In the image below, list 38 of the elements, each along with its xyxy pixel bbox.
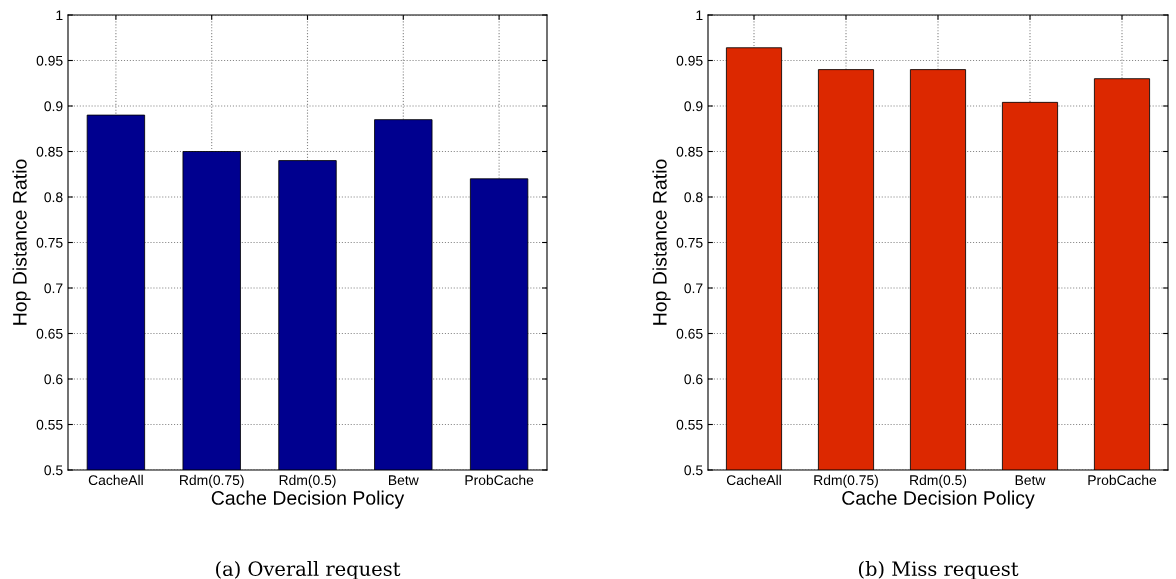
y-tick-label: 0.95 <box>676 55 703 66</box>
y-tick-label: 0.85 <box>36 146 63 157</box>
x-tick-label: CacheAll <box>88 474 143 486</box>
y-tick-label: 0.95 <box>36 55 63 66</box>
x-tick-label: Rdm(0.5) <box>910 474 967 488</box>
y-tick-label: 0.6 <box>684 374 703 385</box>
y-tick-label: 1 <box>696 10 703 21</box>
y-tick-label: 0.5 <box>44 465 63 476</box>
y-tick-label: 0.8 <box>44 192 63 203</box>
x-tick-label: Betw <box>1015 475 1046 486</box>
x-axis-title: Cache Decision Policy <box>842 490 1035 509</box>
y-tick-label: 0.9 <box>684 101 703 112</box>
x-tick-label: CacheAll <box>726 474 781 486</box>
y-tick-label: 1 <box>56 10 63 21</box>
x-tick-label: Betw <box>389 475 419 486</box>
x-tick-label: Rdm(0.5) <box>279 474 336 488</box>
y-tick-label: 0.85 <box>676 146 703 157</box>
x-tick-label: Rdm(0.75) <box>814 474 878 488</box>
y-tick-label: 0.75 <box>36 237 63 248</box>
x-tick-label: ProbCache <box>1088 474 1157 486</box>
x-tick-label: ProbCache <box>465 474 534 486</box>
x-axis-title: Cache Decision Policy <box>211 490 405 509</box>
y-tick-label: 0.5 <box>684 465 703 476</box>
y-tick-label: 0.7 <box>684 283 703 294</box>
text: (a) Overall request <box>216 561 401 579</box>
y-tick-label: 0.65 <box>36 328 63 339</box>
y-tick-label: 0.9 <box>44 101 63 112</box>
text: (b) Miss request <box>858 561 1019 579</box>
y-tick-label: 0.75 <box>676 237 703 248</box>
y-tick-label: 0.55 <box>676 419 703 430</box>
y-axis-title: Hop Distance Ratio <box>12 159 31 325</box>
y-tick-label: 0.6 <box>44 374 63 385</box>
y-tick-label: 0.7 <box>44 283 63 294</box>
y-tick-label: 0.55 <box>36 419 63 430</box>
y-tick-label: 0.65 <box>676 328 703 339</box>
y-tick-label: 0.8 <box>684 192 703 203</box>
x-tick-label: Rdm(0.75) <box>180 474 244 488</box>
y-axis-title: Hop Distance Ratio <box>652 159 671 325</box>
